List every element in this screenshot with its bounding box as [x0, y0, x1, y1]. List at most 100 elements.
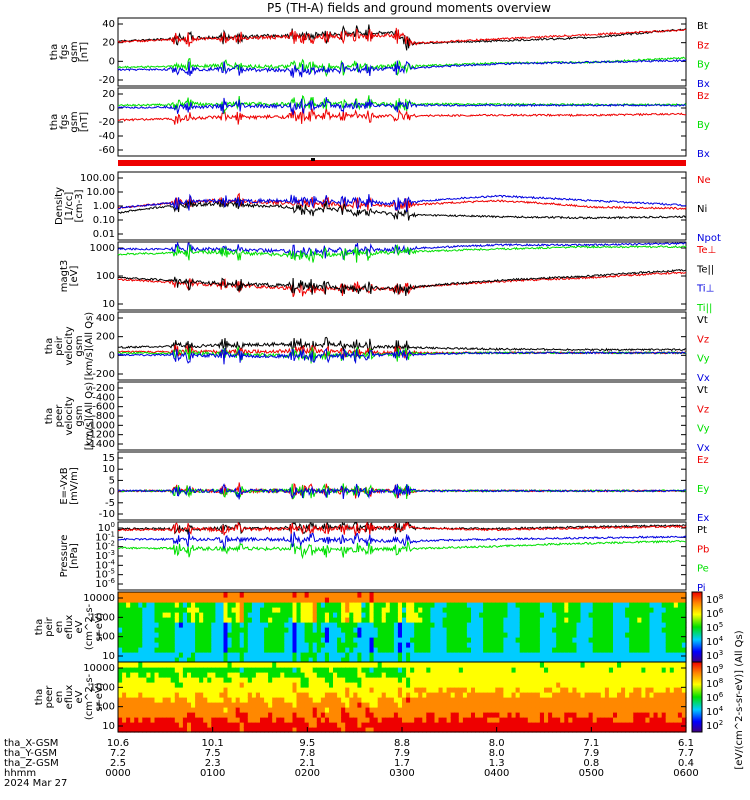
spectrogram-cell — [499, 642, 505, 648]
spectrogram-cell — [187, 632, 192, 638]
spectrogram-cell — [560, 682, 565, 688]
spectrogram-cell — [219, 727, 225, 733]
spectrogram-cell — [560, 727, 565, 733]
spectrogram-cell — [503, 682, 509, 688]
spectrogram-cell — [450, 707, 456, 713]
spectrogram-cell — [613, 672, 618, 678]
spectrogram-cell — [215, 607, 221, 613]
spectrogram-cell — [239, 667, 245, 673]
spectrogram-cell — [369, 617, 375, 623]
spectrogram-cell — [345, 647, 350, 653]
spectrogram-cell — [264, 717, 269, 723]
spectrogram-cell — [499, 612, 505, 618]
spectrogram-cell — [479, 722, 484, 728]
spectrogram-cell — [495, 702, 500, 708]
spectrogram-cell — [568, 697, 573, 703]
spectrogram-cell — [211, 642, 216, 648]
spectrogram-cell — [426, 672, 431, 678]
spectrogram-cell — [255, 712, 261, 718]
spectrogram-cell — [166, 722, 172, 728]
spectrogram-cell — [304, 607, 310, 613]
spectrogram-cell — [406, 692, 411, 698]
spectrogram-cell — [466, 607, 472, 613]
spectrogram-cell — [657, 682, 663, 688]
spectrogram-cell — [499, 667, 505, 673]
spectrogram-cell — [539, 602, 545, 608]
spectrogram-cell — [681, 722, 687, 728]
spectrogram-cell — [324, 627, 330, 633]
spectrogram-cell — [673, 672, 679, 678]
spectrogram-cell — [588, 657, 594, 663]
spectrogram-cell — [430, 657, 436, 663]
spectrogram-cell — [548, 597, 553, 603]
spectrogram-cell — [207, 672, 212, 678]
spectrogram-cell — [580, 662, 586, 668]
spectrogram-cell — [142, 652, 147, 658]
spectrogram-cell — [568, 727, 573, 733]
spectrogram-cell — [645, 597, 651, 603]
spectrogram-cell — [503, 707, 509, 713]
legend-label-bt: Bt — [697, 21, 708, 32]
spectrogram-cell — [527, 627, 533, 633]
spectrogram-cell — [503, 667, 509, 673]
spectrogram-cell — [300, 612, 306, 618]
spectrogram-cell — [138, 642, 143, 648]
spectrogram-cell — [531, 637, 537, 643]
spectrogram-cell — [247, 672, 253, 678]
spectrogram-cell — [174, 672, 180, 678]
spectrogram-cell — [677, 647, 683, 653]
spectrogram-cell — [592, 682, 598, 688]
spectrogram-cell — [239, 682, 245, 688]
legend-label-pi: Pi — [697, 583, 706, 594]
spectrogram-cell — [349, 702, 354, 708]
spectrogram-cell — [126, 622, 131, 628]
spectrogram-cell — [507, 632, 513, 638]
spectrogram-cell — [199, 722, 204, 728]
time-axis-row-label: tha_Y-GSM — [4, 748, 57, 759]
spectrogram-cell — [182, 662, 188, 668]
spectrogram-cell — [345, 617, 350, 623]
spectrogram-cell — [641, 687, 647, 693]
spectrogram-cell — [316, 697, 322, 703]
spectrogram-cell — [308, 642, 314, 648]
spectrogram-cell — [596, 727, 602, 733]
spectrogram-cell — [146, 717, 152, 723]
spectrogram-cell — [653, 627, 659, 633]
spectrogram-cell — [158, 692, 164, 698]
spectrogram-cell — [673, 657, 679, 663]
spectrogram-cell — [284, 717, 289, 723]
spectrogram-cell — [576, 622, 582, 628]
spectrogram-cell — [450, 672, 456, 678]
spectrogram-cell — [324, 632, 330, 638]
spectrogram-cell — [580, 612, 586, 618]
time-axis-value: 7.9 — [394, 748, 410, 759]
spectrogram-cell — [276, 617, 281, 623]
spectrogram-cell — [337, 662, 342, 668]
spectrogram-cell — [584, 597, 590, 603]
spectrogram-cell — [191, 667, 196, 673]
spectrogram-cell — [255, 702, 261, 708]
spectrogram-cell — [673, 717, 679, 723]
spectrogram-cell — [357, 697, 363, 703]
spectrogram-cell — [146, 677, 152, 683]
spectrogram-cell — [491, 667, 496, 673]
spectrogram-cell — [211, 672, 216, 678]
spectrogram-cell — [341, 717, 346, 723]
spectrogram-cell — [608, 632, 614, 638]
spectrogram-cell — [491, 592, 496, 598]
spectrogram-cell — [211, 597, 216, 603]
spectrogram-cell — [353, 612, 358, 618]
spectrogram-cell — [178, 657, 184, 663]
spectrogram-cell — [434, 657, 440, 663]
spectrogram-cell — [118, 677, 123, 683]
spectrogram-cell — [178, 702, 184, 708]
spectrogram-cell — [320, 662, 326, 668]
spectrogram-cell — [621, 637, 626, 643]
y-tick-label: 1000 — [90, 612, 115, 623]
spectrogram-cell — [154, 637, 160, 643]
spectrogram-cell — [548, 652, 553, 658]
spectrogram-cell — [280, 727, 285, 733]
spectrogram-cell — [511, 682, 517, 688]
spectrogram-cell — [414, 612, 419, 618]
spectrogram-cell — [341, 667, 346, 673]
